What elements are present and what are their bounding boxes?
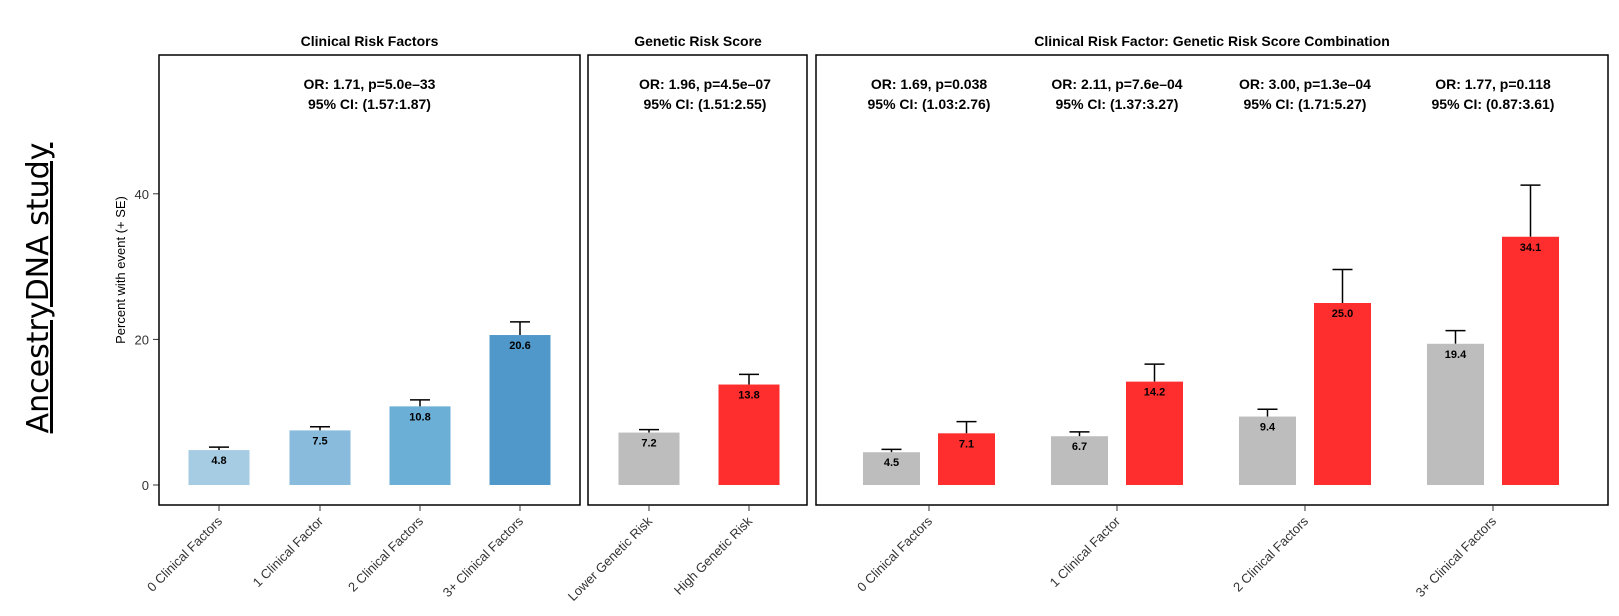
y-axis: 0 20 40 [135, 187, 159, 493]
stat-ci: 95% CI: (0.87:3.61) [1432, 96, 1555, 112]
bar [618, 432, 680, 485]
bar-value-label: 10.8 [409, 411, 430, 423]
bar-value-label: 7.1 [959, 438, 974, 450]
panel-title: Genetic Risk Score [634, 33, 762, 49]
bar-value-label: 7.2 [641, 438, 656, 450]
bar-value-label: 34.1 [1520, 242, 1541, 254]
panel-combination: Clinical Risk Factor: Genetic Risk Score… [815, 33, 1609, 511]
panel-frame [158, 54, 581, 506]
bar [1502, 236, 1559, 485]
stat-or: OR: 2.11, p=7.6e–04 [1051, 76, 1182, 92]
bar-value-label: 13.8 [738, 390, 759, 402]
bar [489, 335, 551, 485]
panel-genetic-risk-score: Genetic Risk Score OR: 1.96, p=4.5e–07 9… [587, 33, 808, 511]
bar-value-label: 9.4 [1260, 422, 1276, 434]
panel-title: Clinical Risk Factors [301, 33, 439, 49]
stat-or: OR: 1.71, p=5.0e–33 [304, 76, 436, 92]
x-tick-label: 2 Clinical Factors [345, 513, 426, 594]
bar [718, 384, 780, 485]
x-axis-labels: 0 Clinical Factors 1 Clinical Factor 2 Cli… [144, 513, 1499, 604]
bar-value-label: 6.7 [1072, 441, 1087, 453]
y-tick-label: 20 [135, 332, 149, 347]
bar-value-label: 19.4 [1445, 349, 1467, 361]
bar-value-label: 4.5 [884, 457, 899, 469]
bar [1051, 436, 1108, 485]
bar-value-label: 7.5 [312, 435, 327, 447]
x-tick-label: 0 Clinical Factors [144, 513, 225, 594]
bar-value-label: 4.8 [211, 455, 226, 467]
x-tick-label: 1 Clinical Factor [1047, 513, 1124, 590]
x-tick-label: 2 Clinical Factors [1230, 513, 1311, 594]
bar [1239, 416, 1296, 485]
bars: 4.5 7.1 6.7 14.2 9.4 25.0 19.4 34.1 [863, 184, 1559, 485]
y-tick-label: 0 [142, 478, 149, 493]
stat-or: OR: 3.00, p=1.3e–04 [1239, 76, 1371, 92]
bar-value-label: 20.6 [509, 340, 530, 352]
stat-ci: 95% CI: (1.51:2.55) [644, 96, 767, 112]
bar [389, 406, 451, 485]
stat-ci: 95% CI: (1.37:3.27) [1056, 96, 1179, 112]
x-tick-label: 1 Clinical Factor [250, 513, 327, 590]
stat-ci: 95% CI: (1.71:5.27) [1244, 96, 1367, 112]
stat-ci: 95% CI: (1.57:1.87) [308, 96, 431, 112]
bar [289, 430, 351, 485]
x-tick-label: 0 Clinical Factors [854, 513, 935, 594]
y-axis-label: Percent with event (+ SE) [113, 196, 128, 344]
x-tick-label: 3+ Clinical Factors [1413, 513, 1500, 600]
bars: 7.2 13.8 [618, 373, 780, 485]
panel-clinical-risk-factors: Clinical Risk Factors OR: 1.71, p=5.0e–3… [158, 33, 581, 511]
stat-ci: 95% CI: (1.03:2.76) [868, 96, 991, 112]
panel-frame [587, 54, 808, 506]
y-tick-label: 40 [135, 187, 149, 202]
bar [188, 450, 250, 485]
bar [1427, 343, 1484, 485]
panel-title: Clinical Risk Factor: Genetic Risk Score… [1034, 33, 1390, 49]
panel-frame [815, 54, 1609, 506]
bars: 4.8 7.5 10.8 20.6 [188, 321, 551, 485]
bar [938, 433, 995, 485]
bar-value-label: 25.0 [1332, 308, 1353, 320]
bar [1126, 381, 1183, 485]
x-tick-label: Lower Genetic Risk [565, 513, 656, 604]
bar [1314, 303, 1371, 485]
stat-or: OR: 1.77, p=0.118 [1435, 76, 1551, 92]
stat-or: OR: 1.96, p=4.5e–07 [639, 76, 771, 92]
study-label: AncestryDNA study [21, 143, 56, 434]
x-tick-label: 3+ Clinical Factors [440, 513, 527, 600]
bar [863, 452, 920, 485]
x-tick-label: High Genetic Risk [671, 513, 756, 598]
bar-value-label: 14.2 [1144, 387, 1165, 399]
stat-or: OR: 1.69, p=0.038 [871, 76, 988, 92]
